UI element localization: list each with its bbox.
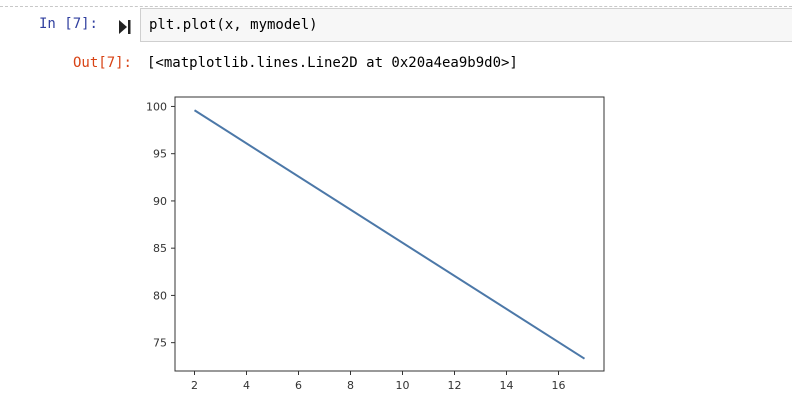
y-tick-label: 75 [153, 337, 167, 350]
code-line[interactable]: plt.plot(x, mymodel) [149, 17, 318, 33]
y-axis-ticks: 75 80 85 90 95 100 [146, 100, 175, 350]
y-tick-label: 95 [153, 148, 167, 161]
input-prompt: In [7]: [38, 16, 98, 32]
series-line [193, 109, 586, 360]
run-cell-icon[interactable] [118, 18, 132, 36]
cell-separator [0, 6, 792, 7]
x-tick-label: 10 [396, 379, 410, 392]
x-tick-label: 8 [347, 379, 354, 392]
x-axis-ticks: 2 4 6 8 10 12 14 16 [191, 371, 566, 392]
line-plot: 2 4 6 8 10 12 14 16 75 80 85 90 95 100 [146, 96, 605, 392]
x-tick-label: 16 [552, 379, 566, 392]
x-tick-label: 2 [191, 379, 198, 392]
y-tick-label: 90 [153, 195, 167, 208]
y-tick-label: 80 [153, 289, 167, 302]
output-text: [<matplotlib.lines.Line2D at 0x20a4ea9b9… [147, 55, 518, 71]
y-tick-label: 100 [146, 100, 167, 113]
x-tick-label: 6 [295, 379, 302, 392]
x-tick-label: 4 [243, 379, 250, 392]
x-tick-label: 14 [500, 379, 514, 392]
y-tick-label: 85 [153, 242, 167, 255]
code-input-area[interactable]: plt.plot(x, mymodel) [140, 8, 792, 42]
plot-series [193, 109, 586, 360]
output-prompt: Out[7]: [72, 55, 132, 71]
x-tick-label: 12 [448, 379, 462, 392]
